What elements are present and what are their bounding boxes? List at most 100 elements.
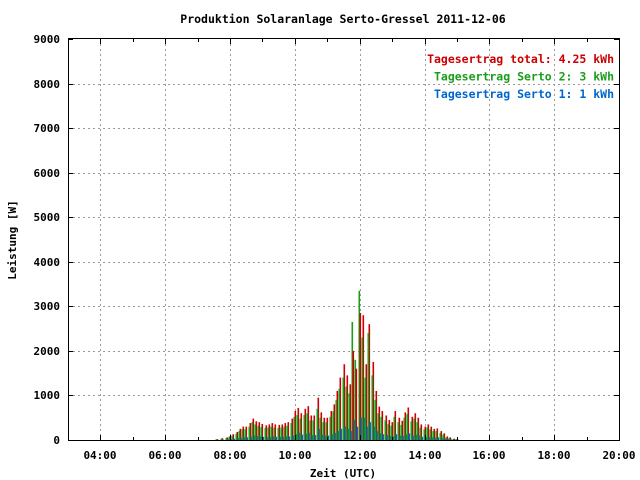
bar-serto1 — [441, 438, 444, 440]
bar-serto2 — [283, 426, 286, 440]
bar-serto2 — [442, 434, 445, 440]
bar-total — [326, 417, 329, 440]
bar-serto2 — [303, 415, 306, 440]
bar-total — [404, 412, 407, 440]
bar-serto1 — [321, 434, 324, 440]
bar-serto2 — [354, 359, 357, 440]
bar-serto2 — [358, 290, 361, 440]
y-tick-label: 1000 — [34, 389, 61, 402]
bar-serto1 — [447, 439, 450, 440]
bar-serto1 — [311, 435, 314, 440]
bar-total — [352, 350, 355, 440]
x-tick-label: 18:00 — [537, 449, 570, 462]
bar-serto1 — [421, 436, 424, 440]
bar-serto2 — [448, 437, 451, 440]
bar-serto2 — [390, 425, 393, 440]
x-axis-label: Zeit (UTC) — [310, 467, 376, 480]
bar-serto2 — [384, 420, 387, 440]
bar-serto2 — [248, 426, 251, 440]
y-tick-label: 8000 — [34, 78, 61, 91]
bar-serto2 — [267, 427, 270, 440]
bar-total — [391, 422, 394, 440]
bar-total — [388, 419, 391, 440]
bar-serto2 — [231, 435, 234, 440]
bar-total — [411, 416, 414, 440]
bar-serto2 — [322, 422, 325, 440]
bar-serto1 — [256, 435, 259, 440]
y-tick-label: 4000 — [34, 256, 61, 269]
x-tick-label: 10:00 — [278, 449, 311, 462]
bar-serto1 — [298, 432, 301, 440]
legend: Tagesertrag total: 4.25 kWh Tagesertrag S… — [427, 52, 614, 101]
bar-serto2 — [426, 427, 429, 440]
bar-serto2 — [377, 413, 380, 440]
bar-total — [420, 424, 423, 440]
bar-total — [287, 422, 290, 440]
axis-ticks: 04:00 06:00 08:00 10:00 12:00 14:00 16:00 18:00… — [34, 33, 636, 462]
bar-total — [427, 424, 430, 440]
bar-total — [245, 426, 248, 440]
y-tick-label: 6000 — [34, 167, 61, 180]
bar-serto1 — [243, 437, 246, 440]
y-tick-label: 2000 — [34, 345, 61, 358]
bar-serto2 — [432, 431, 435, 440]
bar-total — [333, 404, 336, 440]
bar-serto2 — [220, 438, 223, 440]
bar-serto2 — [225, 437, 228, 440]
bar-serto2 — [296, 415, 299, 440]
bar-total — [268, 424, 271, 440]
bar-total — [261, 423, 264, 440]
bar-serto1 — [324, 435, 327, 440]
bar-total — [330, 411, 333, 440]
bar-serto2 — [319, 417, 322, 440]
bar-total — [242, 426, 245, 440]
bar-total — [271, 423, 274, 440]
bar-serto1 — [233, 438, 236, 440]
bar-serto2 — [260, 427, 263, 440]
bar-serto1 — [395, 434, 398, 440]
bar-serto2 — [439, 432, 442, 440]
bar-serto1 — [382, 434, 385, 440]
bar-total — [440, 431, 443, 440]
bar-serto2 — [423, 429, 426, 440]
bar-serto1 — [259, 436, 262, 440]
bar-serto2 — [413, 418, 416, 440]
y-axis-label: Leistung [W] — [6, 200, 19, 279]
bar-serto2 — [277, 427, 280, 440]
bar-serto2 — [244, 429, 247, 440]
bar-serto1 — [318, 428, 321, 440]
bar-total — [449, 437, 452, 440]
bar-serto1 — [373, 426, 376, 440]
bar-total — [401, 420, 404, 440]
bar-total — [307, 406, 310, 440]
bar-total — [304, 408, 307, 440]
bar-total — [394, 411, 397, 440]
bar-serto2 — [445, 437, 448, 440]
bar-serto1 — [431, 437, 434, 440]
bar-serto1 — [399, 435, 402, 440]
bar-serto1 — [288, 436, 291, 440]
bar-total — [239, 428, 242, 440]
bar-total — [216, 439, 219, 440]
bar-serto2 — [332, 411, 335, 440]
bar-total — [226, 437, 229, 440]
bar-serto1 — [262, 436, 265, 440]
bar-serto1 — [379, 433, 382, 440]
bar-serto2 — [419, 427, 422, 440]
bar-total — [359, 313, 362, 440]
bar-serto1 — [350, 431, 353, 440]
bar-serto1 — [376, 431, 379, 440]
bar-serto1 — [337, 431, 340, 440]
bar-serto1 — [418, 435, 421, 440]
bar-serto2 — [393, 416, 396, 440]
bar-serto1 — [356, 426, 359, 440]
bar-total — [300, 413, 303, 440]
bar-total — [310, 415, 313, 440]
bar-serto1 — [237, 438, 240, 440]
bar-total — [343, 364, 346, 440]
legend-entry: Tagesertrag Serto 2: 3 kWh — [434, 70, 614, 84]
x-tick-label: 14:00 — [408, 449, 441, 462]
y-tick-label: 5000 — [34, 211, 61, 224]
bar-serto2 — [380, 416, 383, 440]
bar-serto2 — [403, 417, 406, 440]
